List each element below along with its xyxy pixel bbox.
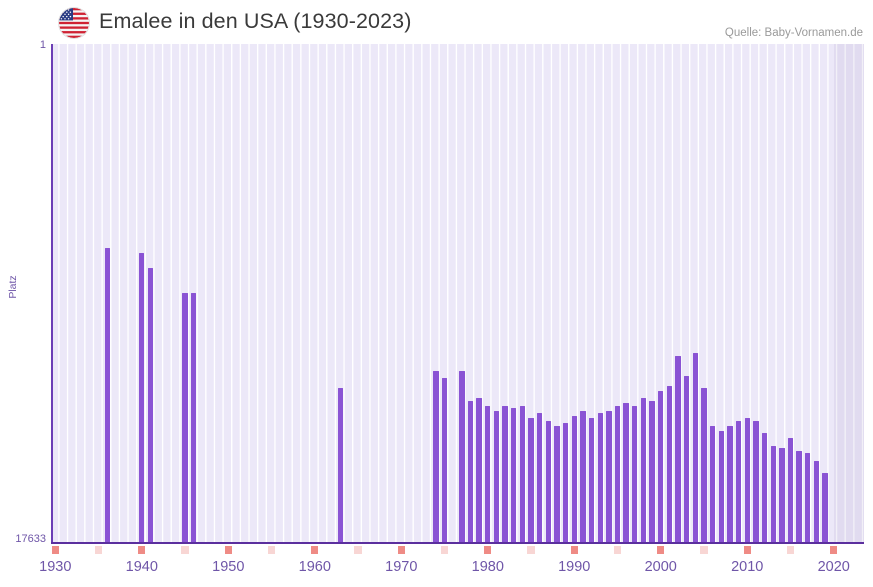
bar-2008[interactable] [727,425,733,543]
bar-1978[interactable] [467,400,474,543]
bar-2005[interactable] [701,388,707,543]
x-tick-mark-1970 [397,546,405,554]
bar-1985[interactable] [528,418,534,543]
bar-2017[interactable] [805,453,811,543]
plot-area [51,44,864,544]
bar-2018[interactable] [813,460,820,543]
bar-1998[interactable] [640,398,647,543]
bar-2007[interactable] [718,430,724,543]
x-tick-mark-2020 [830,546,838,554]
chart-header: Emalee in den USA (1930-2023) Quelle: Ba… [0,0,873,44]
x-tick-label-1960: 1960 [298,559,331,575]
bar-1991[interactable] [580,410,586,543]
x-tick-mark-1980 [484,546,492,554]
bar-1980[interactable] [485,405,491,543]
y-axis-bottom-label: 17633 [15,533,46,545]
bar-1988[interactable] [554,425,560,543]
grid-background [51,44,864,544]
y-axis-title: Platz [7,275,19,299]
usa-flag-icon [59,8,89,38]
bar-1963[interactable] [338,388,344,543]
bar-1984[interactable] [519,405,526,543]
bar-1981[interactable] [493,410,500,543]
x-tick-mark-1950 [224,546,232,554]
x-tick-mark-1945 [181,546,189,554]
x-axis-line [51,542,864,544]
x-axis-tick-labels: 1930 1940 1950 1960 1970 1980 1990 2000 2010 2020 [0,559,873,583]
bar-2003[interactable] [684,375,690,543]
x-tick-mark-2000 [657,546,665,554]
bar-1996[interactable] [623,403,629,543]
bar-1974[interactable] [433,370,439,543]
bar-1994[interactable] [606,410,612,543]
bar-2019[interactable] [822,473,828,543]
x-tick-mark-1995 [613,546,622,554]
bar-1993[interactable] [597,413,603,543]
x-tick-label-1980: 1980 [471,559,504,575]
bar-1941[interactable] [147,268,154,543]
x-tick-mark-1955 [267,546,276,554]
bar-2000[interactable] [658,390,664,543]
bar-1990[interactable] [571,415,577,543]
x-tick-mark-2015 [786,546,795,554]
y-axis-top-label: 1 [39,39,46,51]
x-tick-label-2020: 2020 [817,559,850,575]
bar-1945[interactable] [182,293,188,543]
x-tick-label-2000: 2000 [644,559,677,575]
x-axis-tick-strip [51,546,864,554]
bar-2001[interactable] [666,385,673,543]
x-tick-mark-1990 [570,546,578,554]
x-tick-mark-1975 [440,546,449,554]
x-tick-mark-1940 [138,546,146,554]
bar-2016[interactable] [796,450,802,543]
bar-1987[interactable] [545,420,551,543]
bar-2009[interactable] [735,420,742,543]
page-title: Emalee in den USA (1930-2023) [99,9,412,33]
x-tick-mark-2005 [700,546,708,554]
bar-1983[interactable] [511,408,517,543]
bar-2014[interactable] [779,448,785,543]
x-tick-mark-1930 [51,546,59,554]
x-tick-label-2010: 2010 [731,559,764,575]
bar-2002[interactable] [675,355,681,543]
bar-1946[interactable] [191,293,197,543]
x-tick-label-1930: 1930 [39,559,72,575]
x-tick-mark-1960 [311,546,319,554]
bar-1975[interactable] [441,378,448,543]
bar-2006[interactable] [709,425,716,543]
bar-2011[interactable] [753,420,759,543]
x-tick-label-1970: 1970 [385,559,418,575]
bar-1986[interactable] [536,413,543,543]
x-tick-label-1940: 1940 [125,559,158,575]
bar-1989[interactable] [562,423,569,543]
x-tick-label-1990: 1990 [558,559,591,575]
x-tick-mark-2010 [743,546,751,554]
bar-2012[interactable] [761,433,768,543]
bar-1979[interactable] [476,398,482,543]
x-tick-mark-1935 [94,546,103,554]
source-attribution: Quelle: Baby-Vornamen.de [724,27,863,39]
bar-2010[interactable] [744,418,750,543]
bar-2015[interactable] [787,438,794,543]
bar-1940[interactable] [139,253,145,543]
bar-2004[interactable] [692,353,699,543]
bar-1995[interactable] [614,405,621,543]
bar-1992[interactable] [588,418,595,543]
y-axis-line [51,44,53,544]
bar-1936[interactable] [104,248,110,543]
bar-1982[interactable] [502,405,508,543]
x-tick-mark-1985 [527,546,535,554]
bar-1997[interactable] [632,405,638,543]
bar-1999[interactable] [649,400,655,543]
x-tick-mark-1965 [354,546,362,554]
bar-1977[interactable] [459,370,465,543]
x-tick-label-1950: 1950 [212,559,245,575]
bar-2013[interactable] [770,445,776,543]
